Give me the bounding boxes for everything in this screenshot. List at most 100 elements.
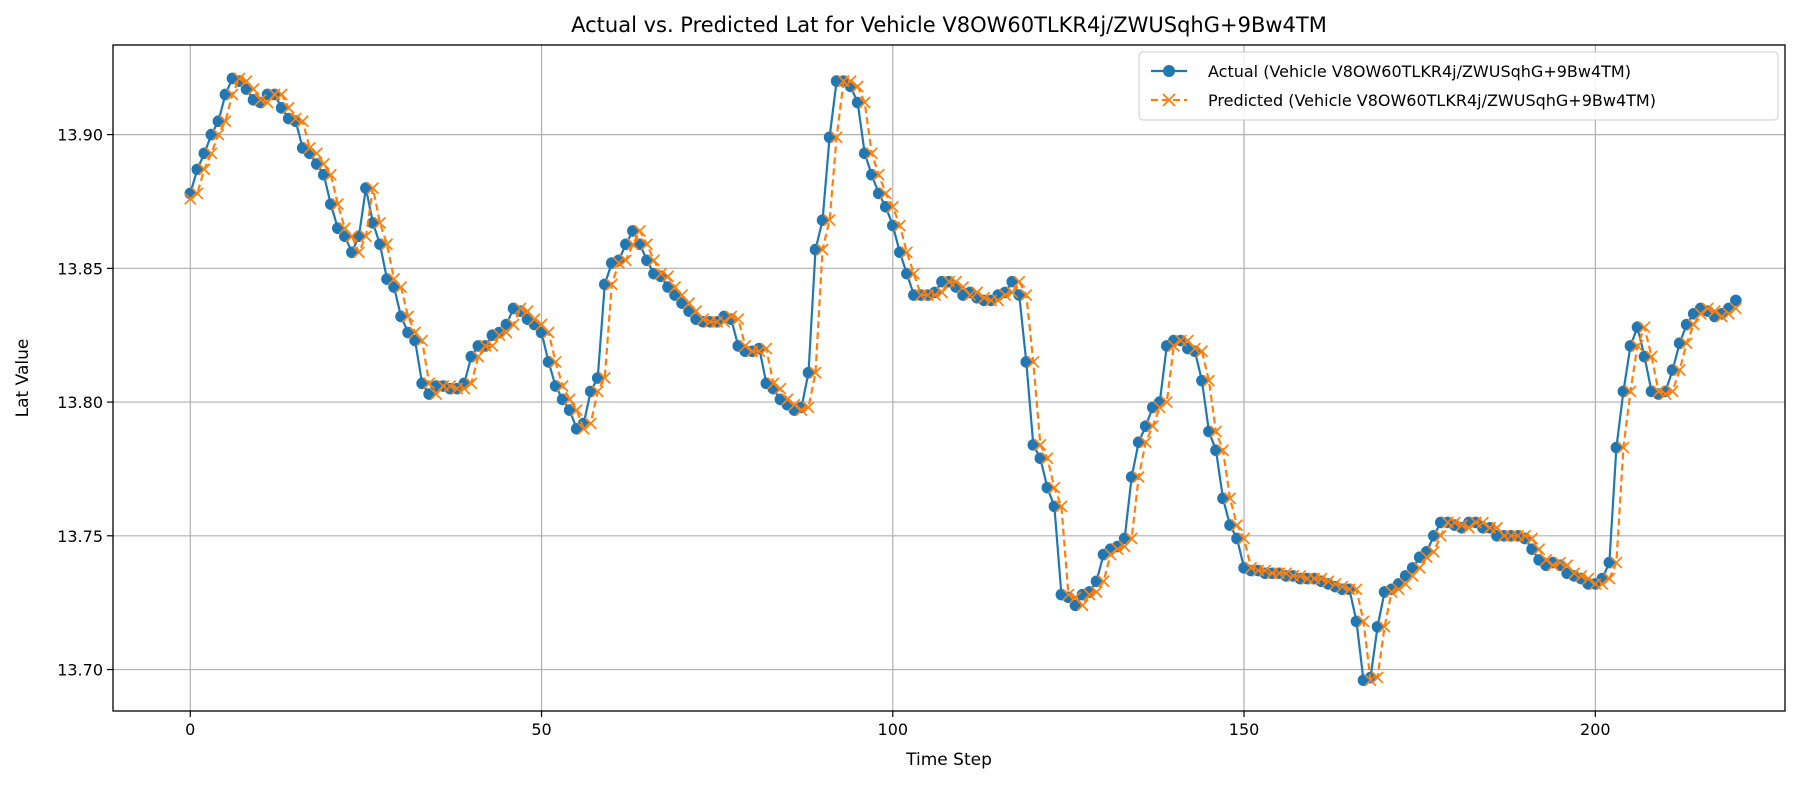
data-point-actual — [1659, 385, 1672, 398]
data-point-actual — [879, 201, 892, 213]
y-tick-label: 13.75 — [57, 527, 103, 546]
data-point-actual — [1048, 500, 1061, 513]
data-point-predicted — [542, 326, 555, 339]
data-point-predicted — [879, 187, 892, 200]
data-point-actual — [683, 305, 695, 317]
data-point-predicted — [1420, 551, 1433, 564]
data-point-predicted — [1041, 452, 1054, 465]
data-point-predicted — [380, 238, 394, 251]
data-point-predicted — [1596, 577, 1609, 591]
data-point-predicted — [1132, 470, 1145, 484]
data-point-predicted — [1392, 583, 1405, 596]
data-point-predicted — [1209, 425, 1223, 438]
data-point-predicted — [1427, 545, 1440, 558]
x-tick-label: 150 — [1229, 720, 1260, 739]
data-point-predicted — [1006, 286, 1019, 299]
data-point-predicted — [999, 288, 1012, 302]
data-point-predicted — [394, 280, 408, 294]
data-point-predicted — [795, 403, 808, 417]
data-point-predicted — [633, 224, 646, 237]
data-point-actual — [584, 385, 597, 398]
data-point-predicted — [275, 88, 288, 101]
data-point-predicted — [507, 318, 520, 331]
data-point-predicted — [886, 200, 899, 213]
data-point-predicted — [598, 371, 611, 385]
data-point-predicted — [1083, 588, 1096, 601]
y-tick-label: 13.80 — [57, 393, 103, 412]
data-point-actual — [1189, 345, 1201, 358]
data-point-actual — [240, 83, 253, 95]
data-point-predicted — [366, 181, 380, 195]
data-point-actual — [205, 128, 218, 141]
data-point-actual — [198, 147, 211, 160]
data-point-actual — [1125, 471, 1138, 483]
data-point-actual — [887, 219, 899, 232]
y-tick-label: 13.90 — [57, 126, 103, 145]
data-point-predicted — [774, 382, 787, 395]
data-point-actual — [500, 318, 513, 331]
data-point-actual — [212, 115, 225, 128]
data-point-actual — [865, 168, 878, 181]
data-point-predicted — [1062, 588, 1075, 601]
data-point-predicted — [1167, 339, 1180, 353]
data-point-predicted — [465, 377, 478, 390]
data-point-predicted — [605, 278, 618, 291]
data-point-predicted — [310, 147, 323, 160]
data-point-actual — [858, 147, 871, 160]
data-point-actual — [598, 278, 611, 291]
data-point-predicted — [556, 379, 569, 393]
data-point-predicted — [858, 96, 871, 109]
data-point-predicted — [1125, 532, 1138, 545]
data-point-predicted — [612, 256, 625, 270]
data-point-predicted — [830, 131, 843, 144]
data-point-actual — [676, 297, 688, 309]
data-point-predicted — [423, 377, 436, 390]
data-point-actual — [627, 225, 639, 237]
data-point-actual — [332, 222, 344, 235]
data-point-predicted — [935, 286, 949, 299]
data-point-predicted — [472, 350, 485, 363]
data-point-predicted — [640, 238, 654, 251]
data-point-predicted — [233, 72, 246, 85]
data-point-actual — [1132, 436, 1145, 448]
data-point-predicted — [373, 216, 387, 229]
data-point-predicted — [254, 93, 267, 106]
data-point-actual — [535, 326, 548, 339]
data-point-predicted — [1638, 321, 1651, 334]
data-point-predicted — [865, 147, 878, 160]
data-point-predicted — [591, 385, 604, 398]
data-point-actual — [275, 102, 288, 114]
data-point-actual — [795, 401, 808, 414]
data-point-predicted — [226, 88, 239, 101]
data-point-actual — [901, 267, 913, 280]
data-point-actual — [1350, 615, 1363, 628]
data-point-predicted — [1364, 674, 1377, 687]
data-point-predicted — [1230, 519, 1244, 532]
data-point-predicted — [1104, 548, 1117, 561]
data-point-predicted — [1413, 561, 1426, 575]
data-point-actual — [1406, 562, 1419, 574]
data-point-actual — [1554, 559, 1566, 572]
data-point-predicted — [1631, 339, 1644, 353]
data-point-actual — [1027, 439, 1040, 451]
data-point-actual — [1617, 385, 1630, 398]
y-axis-label: Lat Value — [13, 339, 33, 418]
data-point-predicted — [1694, 307, 1707, 320]
data-point-actual — [409, 334, 421, 347]
data-point-predicted — [970, 286, 984, 299]
data-point-actual — [1399, 570, 1412, 582]
data-point-actual — [1631, 321, 1644, 333]
data-point-predicted — [1462, 521, 1475, 534]
data-point-predicted — [1659, 387, 1672, 401]
data-point-actual — [1210, 444, 1222, 457]
data-point-actual — [191, 163, 204, 176]
data-point-predicted — [1687, 318, 1700, 331]
data-point-predicted — [1603, 572, 1616, 585]
x-tick-label: 50 — [531, 720, 551, 739]
data-point-actual — [542, 356, 555, 368]
data-point-predicted — [303, 141, 316, 155]
data-point-predicted — [1034, 438, 1047, 451]
data-point-predicted — [1715, 310, 1728, 323]
legend-swatch-actual-marker — [1163, 65, 1175, 77]
data-point-predicted — [324, 168, 337, 181]
